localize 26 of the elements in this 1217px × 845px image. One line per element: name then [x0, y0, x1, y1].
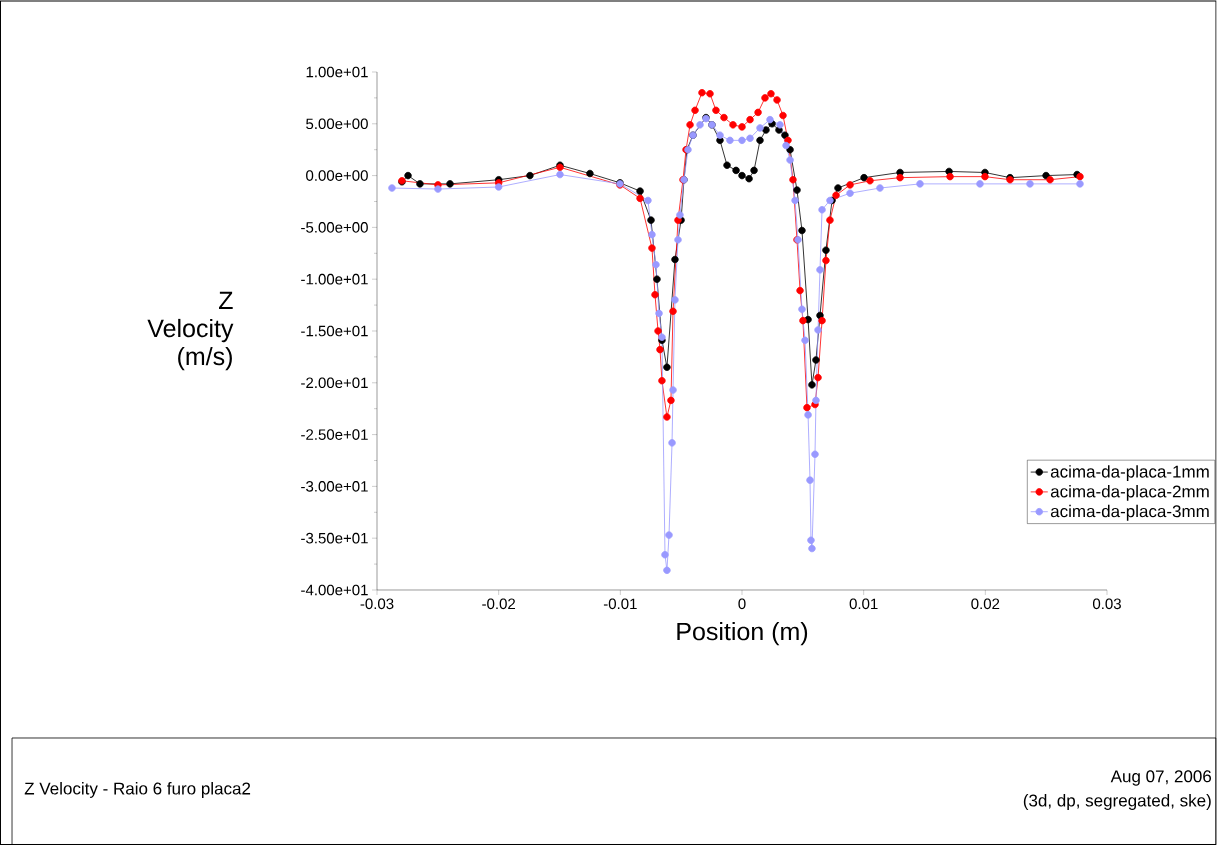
y-tick-label: 0.00e+00	[306, 170, 368, 181]
x-axis-title: Position (m)	[677, 622, 808, 646]
y-tick-label: 5.00e+00	[306, 118, 368, 130]
text: Aug 07, 2006	[1110, 770, 1212, 786]
y-axis-title: Z Velocity (m/s)	[147, 291, 234, 371]
x-tick-label: 0.03	[1092, 598, 1121, 610]
x-tick-label: 0	[738, 598, 746, 610]
y-tick-label: -4.00e+01	[301, 584, 368, 596]
y-tick-label: -2.50e+01	[301, 429, 368, 440]
y-tick-label: -1.50e+01	[301, 325, 368, 337]
text: (3d, dp, segregated, ske)	[1023, 794, 1211, 810]
x-tick-label: -0.01	[603, 598, 637, 610]
y-tick-label: -2.00e+01	[301, 377, 368, 389]
x-tick-label: 0.02	[971, 598, 1000, 610]
legend-label: acima-da-placa-3mm	[1050, 504, 1209, 521]
legend-label: acima-da-placa-1mm	[1050, 465, 1209, 482]
y-tick-label: -3.00e+01	[301, 481, 368, 492]
legend-label: acima-da-placa-2mm	[1050, 484, 1209, 501]
x-tick-label: -0.03	[360, 598, 394, 610]
text: Z Velocity - Raio 6 furo placa2	[24, 782, 251, 798]
y-tick-label: -3.50e+01	[301, 532, 368, 544]
x-tick-label: -0.02	[482, 598, 516, 610]
y-tick-label: -1.00e+01	[301, 273, 368, 285]
y-tick-label: 1.00e+01	[306, 66, 368, 78]
y-tick-label: -5.00e+00	[301, 222, 368, 233]
x-tick-label: 0.01	[849, 598, 878, 610]
